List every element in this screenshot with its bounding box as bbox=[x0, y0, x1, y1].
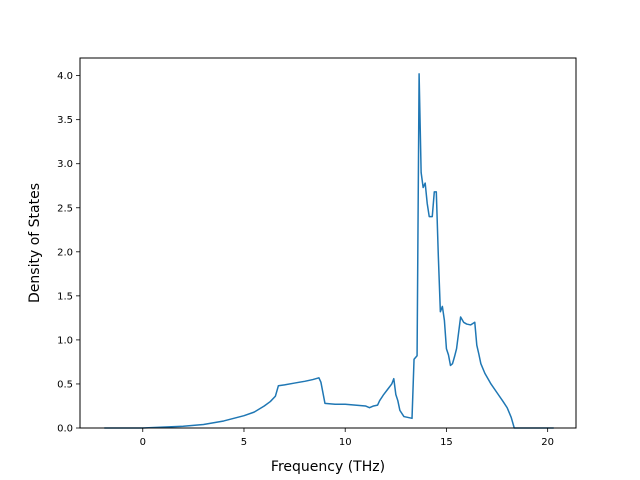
x-tick-label: 5 bbox=[241, 437, 247, 448]
x-tick-label: 10 bbox=[339, 437, 352, 448]
series-layer bbox=[104, 73, 554, 429]
plot-background bbox=[80, 58, 576, 428]
y-tick-label: 4.0 bbox=[57, 71, 73, 82]
y-axis-ticks: 0.0 0.5 1.0 1.5 2.0 2.5 3.0 3.5 4.0 bbox=[57, 71, 80, 435]
y-tick-label: 0.5 bbox=[57, 379, 73, 390]
y-tick-label: 3.5 bbox=[57, 115, 73, 126]
y-tick-label: 2.5 bbox=[57, 203, 73, 214]
x-tick-label: 0 bbox=[140, 437, 146, 448]
x-axis-ticks: 0 5 10 15 20 bbox=[140, 428, 554, 448]
y-tick-label: 1.5 bbox=[57, 291, 73, 302]
x-axis-title: Frequency (THz) bbox=[271, 459, 385, 475]
x-tick-label: 20 bbox=[541, 437, 554, 448]
y-axis-title: Density of States bbox=[27, 183, 43, 303]
y-tick-label: 0.0 bbox=[57, 424, 73, 435]
x-tick-label: 15 bbox=[440, 437, 453, 448]
y-tick-label: 3.0 bbox=[57, 159, 73, 170]
axes-layer bbox=[79, 57, 577, 429]
dos-series-line bbox=[104, 73, 554, 429]
y-tick-label: 2.0 bbox=[57, 247, 73, 258]
y-tick-label: 1.0 bbox=[57, 335, 73, 346]
plot-frame bbox=[79, 57, 577, 429]
